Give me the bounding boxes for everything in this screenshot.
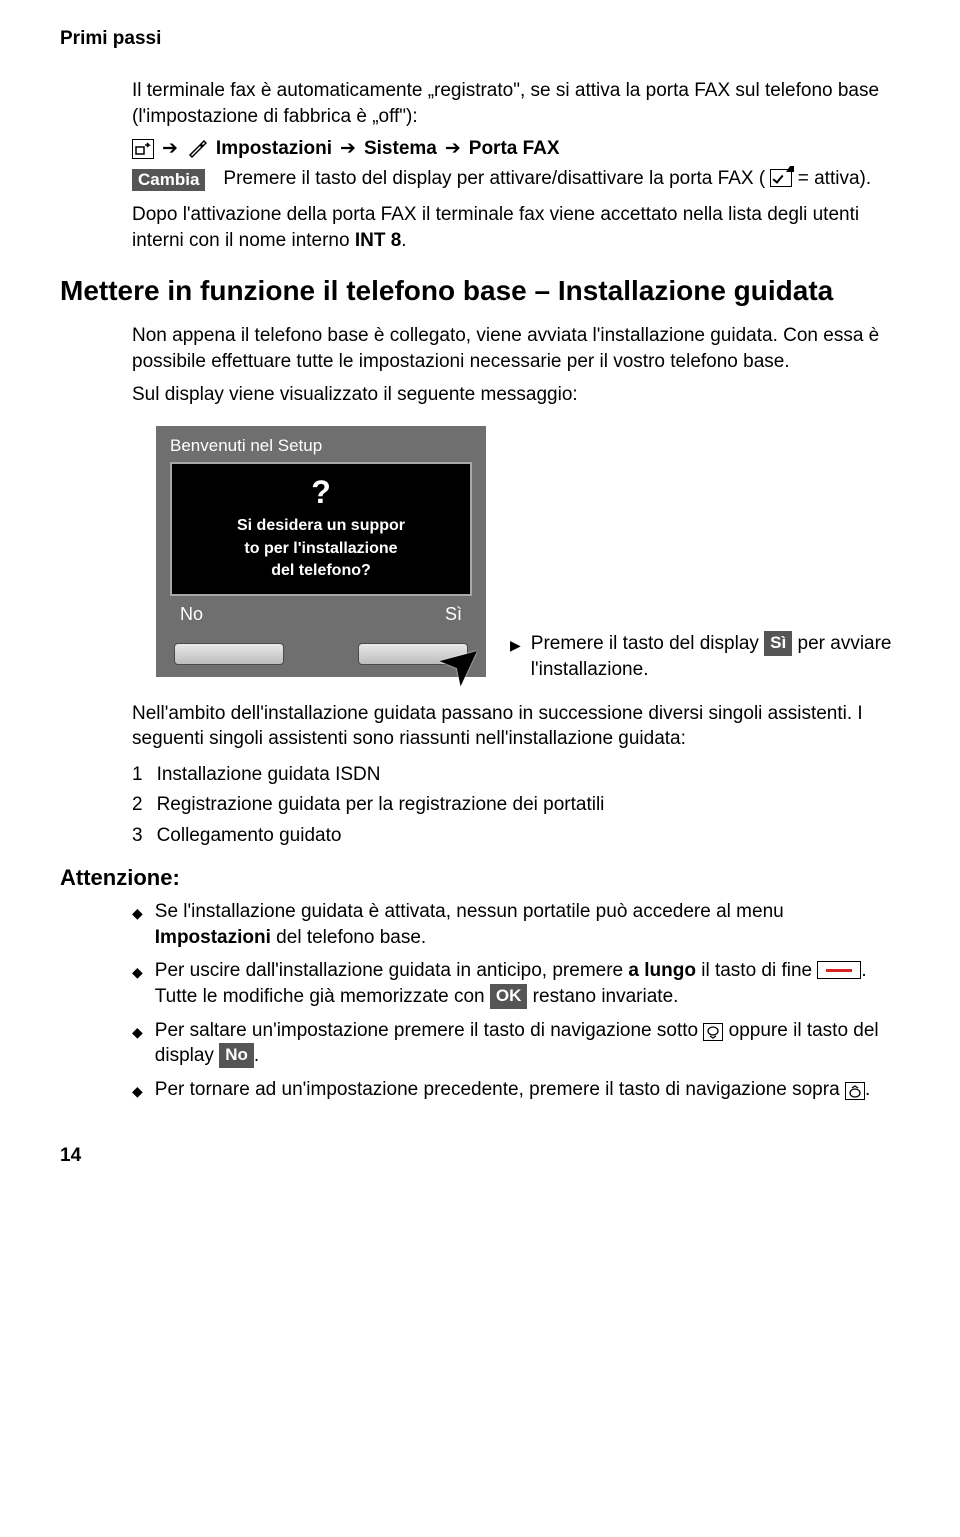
settings-icon: [186, 138, 208, 160]
assistants-paragraph: Nell'ambito dell'installazione guidata p…: [132, 701, 900, 752]
nav-down-icon: [703, 1023, 723, 1041]
menu-path: ➔ Impostazioni ➔ Sistema ➔ Porta FAX: [132, 137, 900, 160]
softkey-label-no: No: [180, 604, 203, 625]
page-header: Primi passi: [60, 28, 900, 50]
display-mockup: Benvenuti nel Setup ? Si desidera un sup…: [156, 426, 486, 677]
arrow-icon: ➔: [340, 137, 356, 160]
question-mark-icon: ?: [176, 474, 466, 511]
diamond-bullet-icon: ◆: [132, 963, 143, 1009]
dialog-line-2: to per l'installazione: [176, 538, 466, 560]
list-item: ◆ Per saltare un'impostazione premere il…: [132, 1018, 900, 1069]
softkey-right[interactable]: [358, 643, 468, 665]
display-title: Benvenuti nel Setup: [156, 426, 486, 462]
intro-paragraph-2: Dopo l'attivazione della porta FAX il te…: [132, 202, 900, 253]
page-number: 14: [60, 1145, 900, 1167]
section-paragraph-2: Sul display viene visualizzato il seguen…: [132, 382, 900, 408]
cambia-instruction: Cambia Premere il tasto del display per …: [132, 166, 900, 192]
arrow-icon: ➔: [162, 137, 178, 160]
menu-icon: [132, 139, 154, 159]
list-item: 1Installazione guidata ISDN: [132, 760, 900, 790]
cambia-text-b: = attiva).: [792, 168, 871, 189]
numbered-list: 1Installazione guidata ISDN 2Registrazio…: [132, 760, 900, 851]
bullet-list: ◆ Se l'installazione guidata è attivata,…: [132, 899, 900, 1102]
triangle-bullet-icon: ▶: [510, 636, 521, 682]
list-item: 3Collegamento guidato: [132, 821, 900, 851]
nav-sistema: Sistema: [364, 138, 437, 160]
nav-impostazioni: Impostazioni: [216, 138, 332, 160]
cambia-text-a: Premere il tasto del display per attivar…: [223, 168, 770, 189]
dialog-line-1: Si desidera un suppor: [176, 515, 466, 537]
si-badge: Sì: [764, 631, 792, 656]
section-heading: Mettere in funzione il telefono base – I…: [60, 275, 900, 307]
press-si-instruction: ▶ Premere il tasto del display Sì per av…: [510, 631, 900, 682]
arrow-icon: ➔: [445, 137, 461, 160]
list-item: ◆ Per tornare ad un'impostazione precede…: [132, 1077, 900, 1103]
diamond-bullet-icon: ◆: [132, 1023, 143, 1069]
section-paragraph-1: Non appena il telefono base è collegato,…: [132, 323, 900, 374]
list-item: 2Registrazione guidata per la registrazi…: [132, 790, 900, 820]
diamond-bullet-icon: ◆: [132, 1082, 143, 1103]
dialog-line-3: del telefono?: [176, 560, 466, 582]
checkbox-active-icon: [770, 169, 792, 187]
nav-up-icon: [845, 1082, 865, 1100]
cambia-badge: Cambia: [132, 169, 205, 191]
attention-heading: Attenzione:: [60, 865, 900, 891]
intro-paragraph-1: Il terminale fax è automaticamente „regi…: [132, 78, 900, 129]
nav-porta-fax: Porta FAX: [469, 138, 560, 160]
no-badge: No: [219, 1043, 254, 1068]
ok-badge: OK: [490, 984, 528, 1009]
end-call-key-icon: [817, 961, 861, 979]
softkey-label-si: Sì: [445, 604, 462, 625]
list-item: ◆ Per uscire dall'installazione guidata …: [132, 958, 900, 1009]
list-item: ◆ Se l'installazione guidata è attivata,…: [132, 899, 900, 950]
diamond-bullet-icon: ◆: [132, 904, 143, 950]
softkey-left[interactable]: [174, 643, 284, 665]
